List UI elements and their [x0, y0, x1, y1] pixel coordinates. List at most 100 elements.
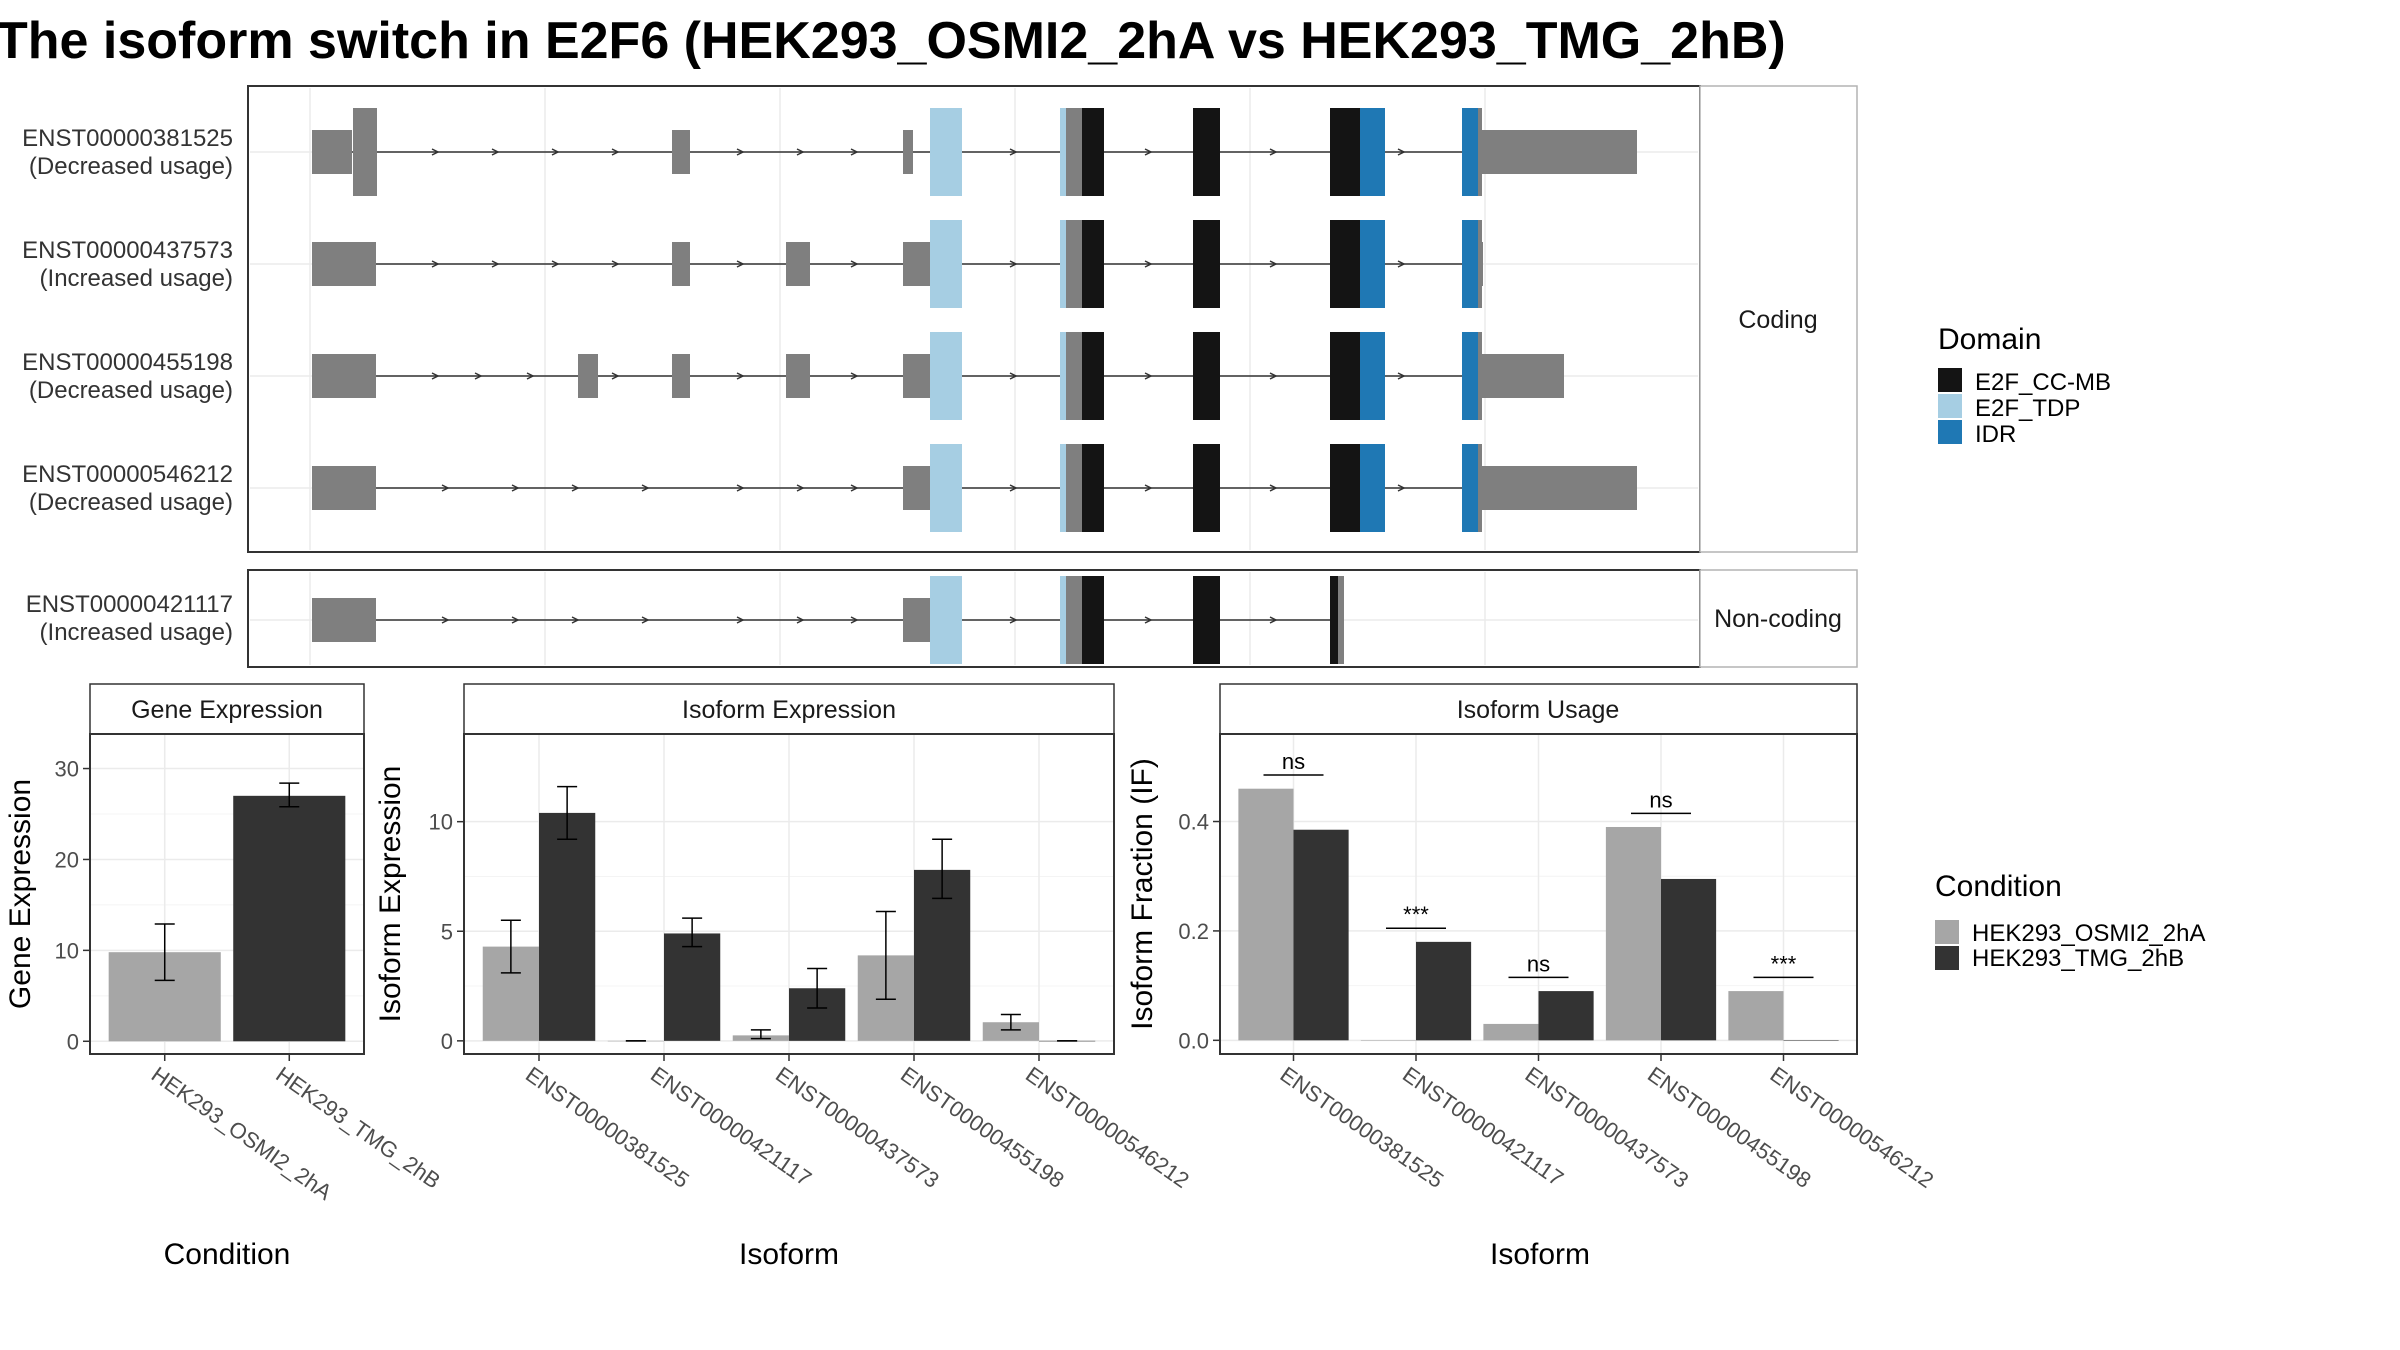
intron-arrow: [491, 148, 500, 156]
intron-arrow: [551, 260, 560, 268]
domain-idr: [1462, 444, 1478, 532]
exon-block: [1066, 332, 1082, 420]
bar: [982, 1022, 1039, 1041]
intron-arrow: [1144, 372, 1153, 380]
bar: [1661, 878, 1717, 1041]
transcript-label-3: ENST00000455198: [22, 349, 233, 376]
intron-arrow: [1009, 260, 1018, 268]
legend-swatch-tmg: [1935, 946, 1959, 970]
intron-arrow: [1397, 372, 1406, 380]
intron-arrow: [850, 372, 859, 380]
domain-idr: [1462, 220, 1478, 308]
y-tick-label: 0.4: [1178, 810, 1209, 835]
intron-arrow: [1269, 148, 1278, 156]
exon-block: [1480, 466, 1637, 510]
legend-swatch-idr: [1938, 420, 1962, 444]
y-tick-label: 10: [55, 938, 79, 963]
y-tick-label: 0: [441, 1029, 453, 1054]
bar: [1538, 991, 1594, 1041]
intron-arrow: [571, 484, 580, 492]
exon-block: [1478, 444, 1482, 532]
transcript-track: [312, 332, 1564, 420]
intron-arrow: [1144, 484, 1153, 492]
legend-label-osmi2: HEK293_OSMI2_2hA: [1972, 920, 2205, 947]
domain-e2f-cc-mb: [1330, 220, 1360, 308]
exon-block: [1066, 220, 1082, 308]
y-tick-label: 0: [67, 1029, 79, 1054]
exon-block: [312, 130, 352, 174]
isoform-usage-ylabel: Isoform Fraction (IF): [1126, 758, 1159, 1030]
exon-block: [1066, 108, 1082, 196]
gene-expression-title: Gene Expression: [131, 696, 323, 724]
bar: [1605, 826, 1661, 1041]
transcript-label-1: ENST00000381525: [22, 125, 233, 152]
bar: [664, 933, 721, 1041]
exon-block: [1478, 108, 1482, 196]
intron-arrow: [1144, 616, 1153, 624]
isoform-usage-xlabel: Isoform: [1490, 1238, 1590, 1271]
legend-swatch-osmi2: [1935, 920, 1959, 944]
intron-arrow: [1009, 484, 1018, 492]
exon-block: [903, 130, 913, 174]
intron-arrow: [641, 616, 650, 624]
domain-e2f-tdp: [930, 332, 962, 420]
intron-arrow: [1269, 260, 1278, 268]
gene-expression-ylabel: Gene Expression: [4, 779, 37, 1009]
domain-e2f-cc-mb: [1193, 444, 1220, 532]
significance-label: ***: [1403, 902, 1429, 927]
bar: [1238, 788, 1294, 1041]
exon-block: [1480, 354, 1564, 398]
transcript-usage-5: (Increased usage): [40, 619, 233, 646]
intron-arrow: [641, 484, 650, 492]
isoform-expression-chart: Isoform Expression 0510ENST00000381525EN…: [374, 683, 1194, 1271]
exon-block: [1066, 444, 1082, 532]
significance-label: ns: [1527, 951, 1550, 976]
domain-e2f-tdp: [1060, 576, 1066, 664]
transcript-track: [312, 576, 1344, 664]
transcript-label-2: ENST00000437573: [22, 237, 233, 264]
domain-e2f-cc-mb: [1082, 220, 1104, 308]
exon-block: [786, 242, 810, 286]
exon-block: [786, 354, 810, 398]
y-tick-label: 20: [55, 847, 79, 872]
transcript-usage-3: (Decreased usage): [29, 377, 233, 404]
legend-label-e2f-tdp: E2F_TDP: [1975, 395, 2080, 422]
isoform-expression-title: Isoform Expression: [682, 696, 896, 724]
gene-expression-xlabel: Condition: [164, 1238, 291, 1271]
bar: [233, 795, 346, 1042]
exon-block: [903, 598, 930, 642]
domain-e2f-cc-mb: [1082, 108, 1104, 196]
intron-arrow: [736, 260, 745, 268]
intron-arrow: [441, 616, 450, 624]
intron-arrow: [491, 260, 500, 268]
exon-block: [903, 466, 930, 510]
legend-swatch-e2f-cc-mb: [1938, 368, 1962, 392]
bar: [1360, 1040, 1416, 1041]
intron-arrow: [526, 372, 535, 380]
isoform-expression-ylabel: Isoform Expression: [374, 766, 407, 1023]
isoform-expression-xlabel: Isoform: [739, 1238, 839, 1271]
coding-strip: [1699, 85, 1858, 553]
intron-arrow: [571, 616, 580, 624]
exon-block: [312, 466, 376, 510]
domain-e2f-tdp: [1060, 444, 1066, 532]
isoform-usage-strip: [1219, 683, 1858, 735]
domain-e2f-cc-mb: [1082, 576, 1104, 664]
domain-legend-title: Domain: [1938, 323, 2041, 356]
condition-legend-title: Condition: [1935, 870, 2062, 903]
intron-arrow: [511, 616, 520, 624]
intron-arrow: [736, 616, 745, 624]
domain-e2f-cc-mb: [1082, 444, 1104, 532]
y-tick-label: 0.0: [1178, 1028, 1209, 1053]
domain-idr: [1360, 108, 1385, 196]
transcript-usage-4: (Decreased usage): [29, 489, 233, 516]
exon-block: [672, 130, 690, 174]
intron-arrow: [1397, 148, 1406, 156]
domain-e2f-cc-mb: [1193, 108, 1220, 196]
significance-label: ***: [1771, 951, 1797, 976]
intron-arrow: [431, 148, 440, 156]
intron-arrow: [1397, 260, 1406, 268]
intron-arrow: [796, 148, 805, 156]
domain-idr: [1360, 332, 1385, 420]
exon-block: [1478, 332, 1482, 420]
